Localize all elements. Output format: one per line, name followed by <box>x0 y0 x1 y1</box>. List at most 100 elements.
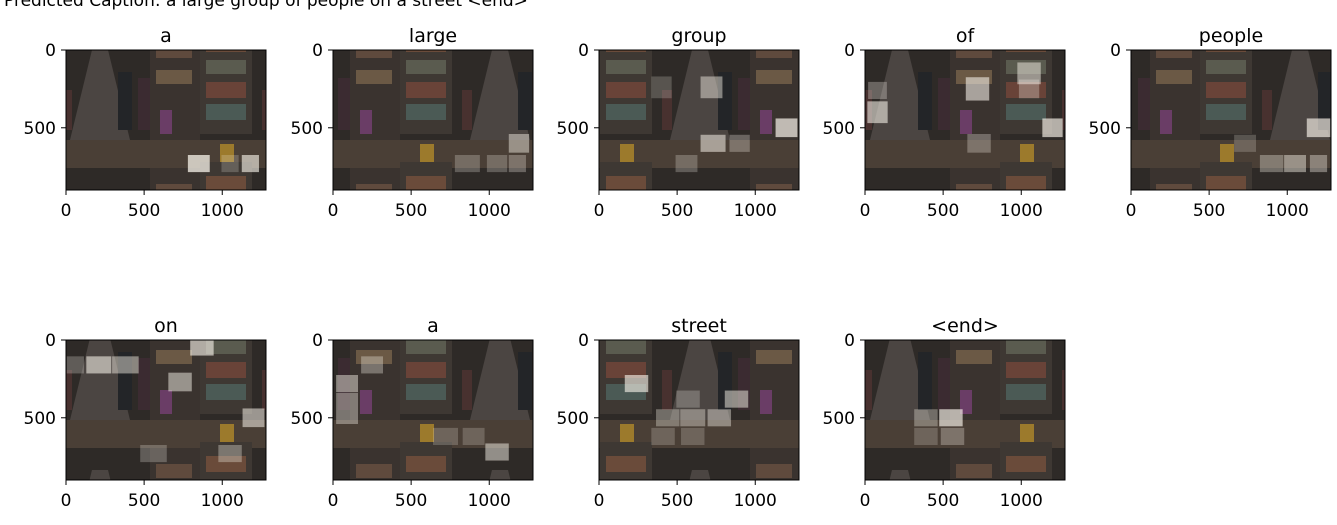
x-tick-label: 1000 <box>734 491 777 511</box>
subplot-frame <box>864 339 1066 481</box>
attention-patch <box>112 356 139 374</box>
attention-patch <box>940 427 965 445</box>
x-tick-label: 1000 <box>201 491 244 511</box>
subplot-frame <box>332 49 534 191</box>
attention-patch <box>462 427 485 445</box>
attention-patch <box>651 427 675 445</box>
attention-patch <box>433 427 458 445</box>
attention-patch <box>965 77 990 101</box>
attention-patch <box>675 155 698 173</box>
attention-patch <box>361 356 383 374</box>
attention-patch <box>336 392 358 424</box>
subplot-title: large <box>409 25 457 47</box>
attention-patch <box>729 134 750 152</box>
attention-patch <box>86 356 112 374</box>
attention-patch <box>707 409 732 427</box>
x-tick-label: 0 <box>594 491 605 511</box>
attention-patch <box>868 81 887 99</box>
attention-subplot: <end> 0 500 1000 0 500 <box>823 315 1066 511</box>
attention-patch <box>1306 118 1331 138</box>
attention-patch <box>168 372 192 392</box>
x-tick-label: 0 <box>1126 201 1137 221</box>
y-tick-label: 500 <box>1089 119 1121 139</box>
attention-patch <box>485 443 509 461</box>
x-tick-label: 0 <box>328 201 339 221</box>
attention-patch <box>454 155 480 173</box>
subplot-image <box>333 50 533 190</box>
x-tick-label: 500 <box>661 201 693 221</box>
subplot-title: <end> <box>931 315 999 337</box>
attention-subplot: a 0 500 1000 0 500 <box>291 315 534 511</box>
subplot-image <box>599 340 799 480</box>
x-tick-label: 0 <box>860 201 871 221</box>
attention-patch <box>724 390 749 408</box>
attention-patch <box>1309 155 1328 173</box>
attention-patch <box>1284 155 1306 173</box>
x-tick-label: 0 <box>61 491 72 511</box>
attention-subplot: of 0 500 1000 0 500 <box>823 25 1066 221</box>
x-tick-label: 500 <box>661 491 693 511</box>
y-tick-label: 500 <box>291 119 323 139</box>
attention-patch <box>651 76 672 99</box>
x-tick-label: 500 <box>395 491 427 511</box>
x-tick-label: 1000 <box>734 201 777 221</box>
subplot-frame <box>65 49 267 191</box>
y-tick-label: 0 <box>578 331 589 351</box>
subplot-title: of <box>956 25 976 47</box>
subplot-title: on <box>154 315 178 337</box>
y-tick-label: 0 <box>578 41 589 61</box>
x-tick-label: 1000 <box>1000 491 1043 511</box>
y-tick-label: 0 <box>844 41 855 61</box>
attention-subplot: group 0 500 1000 0 500 <box>557 25 800 221</box>
x-tick-label: 500 <box>927 201 959 221</box>
attention-subplot: on 0 500 1000 0 500 <box>24 315 267 511</box>
y-tick-label: 500 <box>24 119 56 139</box>
x-tick-label: 0 <box>328 491 339 511</box>
y-tick-label: 0 <box>312 331 323 351</box>
attention-patch <box>508 134 530 153</box>
subplot-image <box>865 340 1065 480</box>
attention-patch <box>508 155 526 173</box>
y-tick-label: 0 <box>45 41 56 61</box>
attention-patch <box>241 155 259 173</box>
attention-patch <box>140 445 167 463</box>
subplot-frame <box>598 339 800 481</box>
attention-patch <box>775 118 798 138</box>
attention-subplot: street 0 500 1000 0 500 <box>557 315 800 511</box>
y-tick-label: 500 <box>823 409 855 429</box>
attention-patch <box>680 409 706 427</box>
x-tick-label: 500 <box>395 201 427 221</box>
subplot-image <box>66 50 266 190</box>
attention-patch <box>336 375 358 393</box>
subplot-frame <box>65 339 267 481</box>
y-tick-label: 500 <box>823 119 855 139</box>
x-tick-label: 0 <box>860 491 871 511</box>
y-tick-label: 0 <box>1110 41 1121 61</box>
subplot-title: a <box>427 315 439 337</box>
x-tick-label: 1000 <box>1000 201 1043 221</box>
attention-patch <box>1017 62 1041 85</box>
attention-patch <box>1259 155 1284 173</box>
attention-patch <box>656 409 680 427</box>
x-tick-label: 1000 <box>468 201 511 221</box>
attention-patch <box>914 427 938 445</box>
x-tick-label: 1000 <box>468 491 511 511</box>
subplot-title: group <box>671 25 726 47</box>
subplot-title: a <box>160 25 172 47</box>
x-tick-label: 500 <box>1193 201 1225 221</box>
y-tick-label: 500 <box>291 409 323 429</box>
x-tick-label: 500 <box>927 491 959 511</box>
y-tick-label: 500 <box>24 409 56 429</box>
attention-patch <box>914 409 938 427</box>
subplot-frame <box>1130 49 1332 191</box>
x-tick-label: 0 <box>61 201 72 221</box>
x-tick-label: 1000 <box>1266 201 1309 221</box>
attention-patch <box>1234 134 1256 152</box>
predicted-caption: Predicted Caption: a large group of peop… <box>4 0 528 11</box>
attention-patch <box>681 427 705 445</box>
attention-patch <box>1018 79 1040 99</box>
attention-patch <box>187 155 210 173</box>
attention-subplot: people 0 500 1000 0 500 <box>1089 25 1332 221</box>
x-tick-label: 0 <box>594 201 605 221</box>
